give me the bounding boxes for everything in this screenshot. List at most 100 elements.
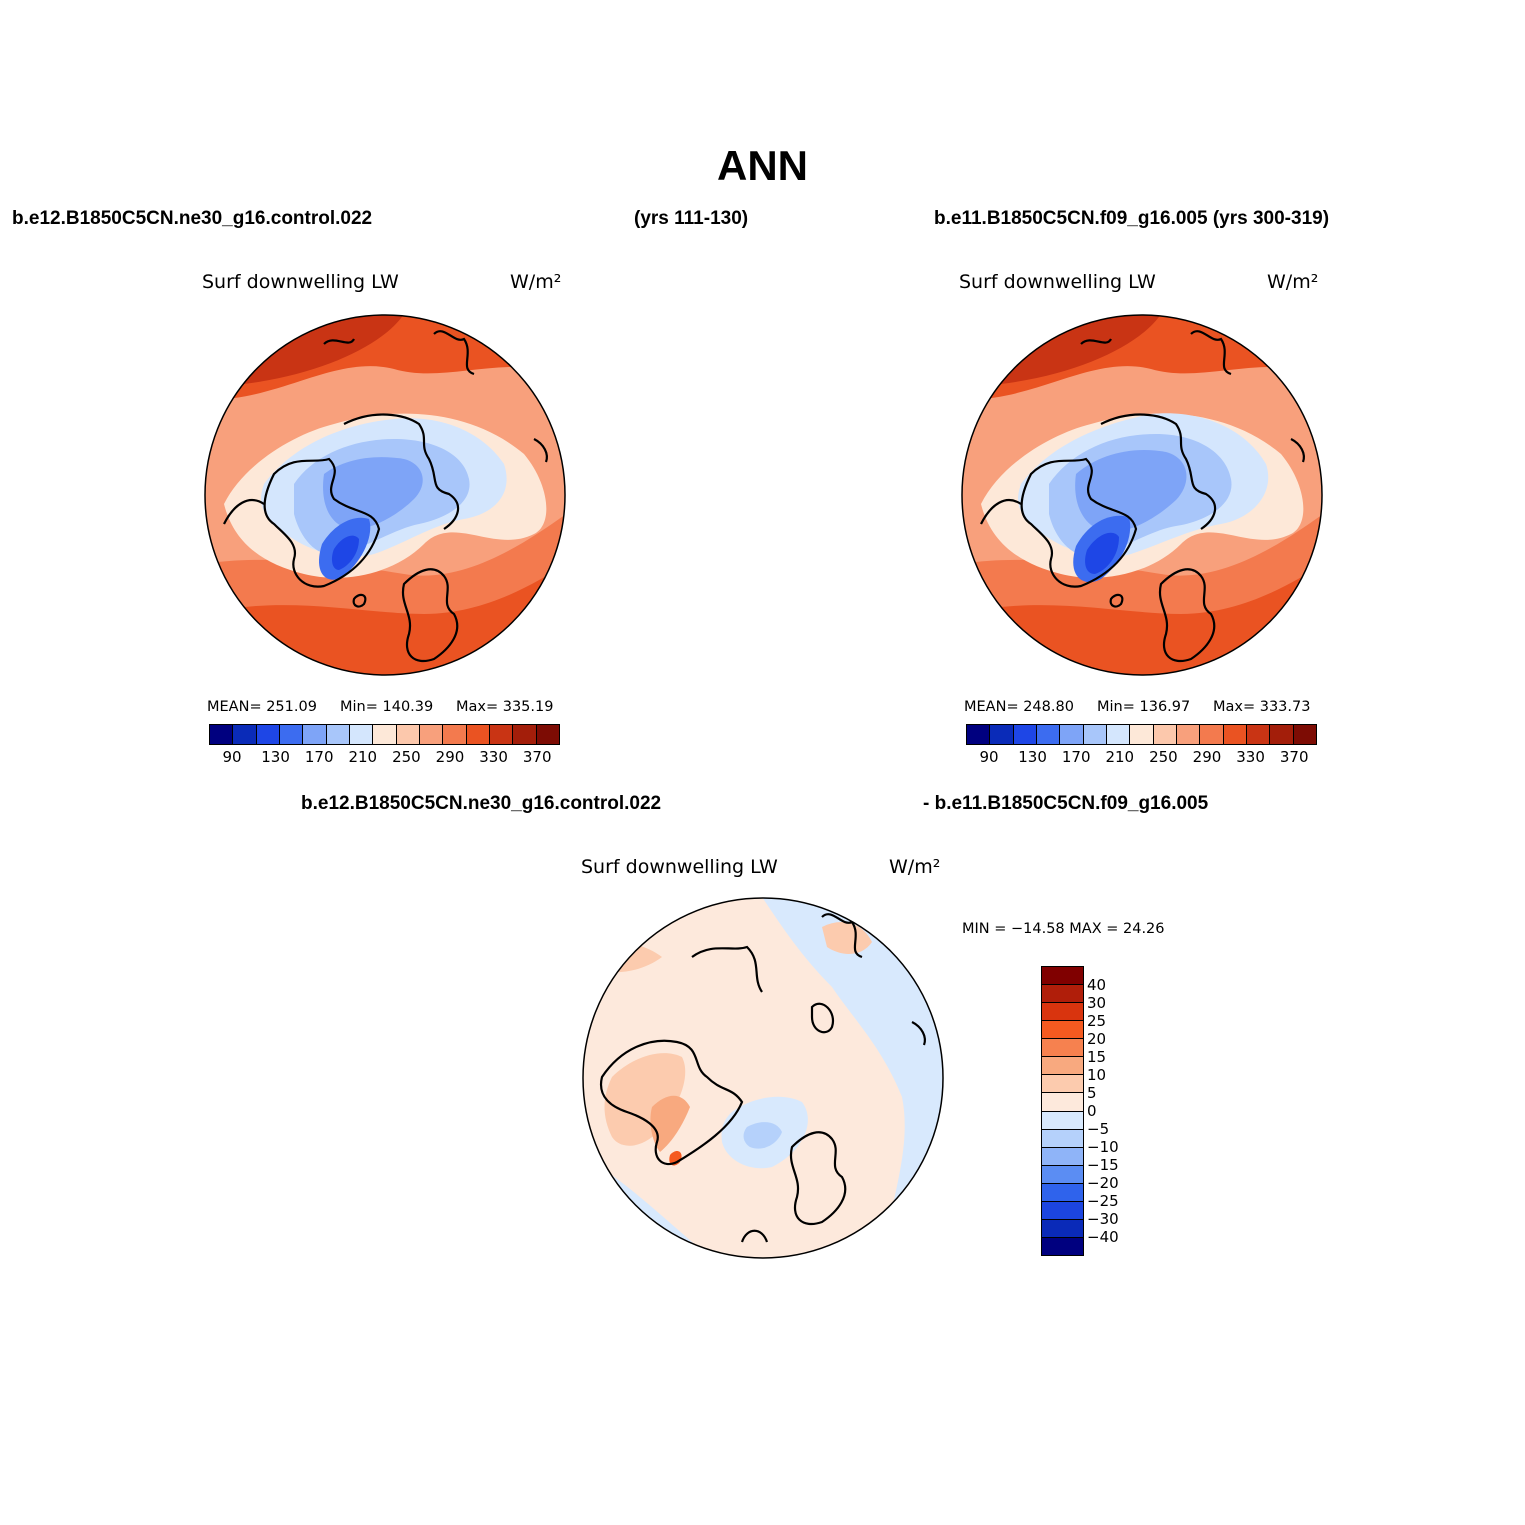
colorbar-tick-label: −40 bbox=[1087, 1228, 1119, 1246]
colorbar-swatch bbox=[1042, 1165, 1083, 1184]
colorbar-tick-label: 20 bbox=[1087, 1030, 1107, 1048]
panel1-colorbar bbox=[209, 724, 560, 745]
colorbar-swatch bbox=[967, 725, 991, 744]
colorbar-swatch bbox=[256, 725, 280, 744]
colorbar-swatch bbox=[1200, 725, 1224, 744]
panel1-colorbar-ticks: 90 130 170 210 250 290 330 370 bbox=[209, 748, 569, 768]
colorbar-tick-label: 290 bbox=[1192, 748, 1222, 766]
panel1-variable: Surf downwelling LW bbox=[202, 271, 399, 293]
colorbar-swatch bbox=[1106, 725, 1131, 744]
panel1-max: Max= 335.19 bbox=[456, 699, 554, 715]
colorbar-swatch bbox=[279, 725, 304, 744]
colorbar-tick-label: −20 bbox=[1087, 1174, 1119, 1192]
colorbar-tick-label: 40 bbox=[1087, 976, 1107, 994]
colorbar-swatch bbox=[1042, 1237, 1083, 1255]
colorbar-tick-label: 25 bbox=[1087, 1012, 1107, 1030]
colorbar-swatch bbox=[1270, 725, 1294, 744]
colorbar-swatch bbox=[1042, 1111, 1083, 1130]
colorbar-swatch bbox=[1042, 1075, 1083, 1094]
colorbar-tick-label: 210 bbox=[348, 748, 378, 766]
panel2-mean: MEAN= 248.80 bbox=[964, 699, 1074, 715]
colorbar-swatch bbox=[1042, 1219, 1083, 1238]
colorbar-swatch bbox=[419, 725, 444, 744]
colorbar-swatch bbox=[1130, 725, 1154, 744]
case1-years: (yrs 111-130) bbox=[634, 208, 749, 229]
colorbar-tick-label: 170 bbox=[1061, 748, 1091, 766]
colorbar-tick-label: 30 bbox=[1087, 994, 1107, 1012]
colorbar-tick-label: 370 bbox=[1279, 748, 1309, 766]
colorbar-swatch bbox=[1042, 1201, 1083, 1220]
colorbar-tick-label: 90 bbox=[979, 748, 999, 766]
panel1-map bbox=[204, 314, 566, 676]
colorbar-swatch bbox=[396, 725, 420, 744]
colorbar-swatch bbox=[1042, 1003, 1083, 1022]
panel2-colorbar-ticks: 90 130 170 210 250 290 330 370 bbox=[966, 748, 1326, 768]
colorbar-tick-label: 10 bbox=[1087, 1066, 1107, 1084]
colorbar-swatch bbox=[536, 725, 559, 744]
colorbar-tick-label: 370 bbox=[522, 748, 552, 766]
colorbar-swatch bbox=[1083, 725, 1107, 744]
colorbar-tick-label: −5 bbox=[1087, 1120, 1110, 1138]
colorbar-tick-label: −25 bbox=[1087, 1192, 1119, 1210]
colorbar-swatch bbox=[1060, 725, 1084, 744]
colorbar-tick-label: 170 bbox=[304, 748, 334, 766]
colorbar-swatch bbox=[1042, 1129, 1083, 1148]
colorbar-swatch bbox=[349, 725, 374, 744]
panel2-variable: Surf downwelling LW bbox=[959, 271, 1156, 293]
colorbar-tick-label: 250 bbox=[1149, 748, 1178, 766]
colorbar-swatch bbox=[489, 725, 514, 744]
diff-minmax: MIN = −14.58 MAX = 24.26 bbox=[962, 921, 1165, 937]
panel1-mean: MEAN= 251.09 bbox=[207, 699, 317, 715]
colorbar-swatch bbox=[990, 725, 1014, 744]
colorbar-swatch bbox=[466, 725, 490, 744]
colorbar-tick-label: 0 bbox=[1087, 1102, 1097, 1120]
colorbar-tick-label: 330 bbox=[479, 748, 508, 766]
colorbar-swatch bbox=[1042, 1183, 1083, 1202]
colorbar-swatch bbox=[1042, 1021, 1083, 1040]
panel2-map bbox=[961, 314, 1323, 676]
colorbar-tick-label: −15 bbox=[1087, 1156, 1119, 1174]
panel2-colorbar bbox=[966, 724, 1317, 745]
colorbar-swatch bbox=[1223, 725, 1247, 744]
diff-units: W/m² bbox=[889, 856, 941, 878]
colorbar-swatch bbox=[303, 725, 327, 744]
diff-variable: Surf downwelling LW bbox=[581, 856, 778, 878]
colorbar-swatch bbox=[1153, 725, 1177, 744]
main-title: ANN bbox=[717, 142, 808, 189]
colorbar-tick-label: 15 bbox=[1087, 1048, 1107, 1066]
colorbar-swatch bbox=[1042, 1093, 1083, 1112]
case2-label: b.e11.B1850C5CN.f09_g16.005 (yrs 300-319… bbox=[934, 208, 1330, 229]
colorbar-swatch bbox=[1042, 967, 1083, 986]
colorbar-swatch bbox=[1293, 725, 1316, 744]
diff-case1-label: b.e12.B1850C5CN.ne30_g16.control.022 bbox=[301, 793, 662, 814]
diff-map bbox=[582, 897, 944, 1259]
colorbar-tick-label: −10 bbox=[1087, 1138, 1119, 1156]
colorbar-tick-label: 130 bbox=[1018, 748, 1047, 766]
colorbar-swatch bbox=[443, 725, 467, 744]
colorbar-swatch bbox=[210, 725, 234, 744]
diff-colorbar bbox=[1041, 966, 1084, 1256]
panel1-units: W/m² bbox=[510, 271, 562, 293]
colorbar-tick-label: −30 bbox=[1087, 1210, 1119, 1228]
panel2-min: Min= 136.97 bbox=[1097, 699, 1191, 715]
colorbar-tick-label: 290 bbox=[435, 748, 465, 766]
colorbar-swatch bbox=[1042, 1147, 1083, 1166]
colorbar-swatch bbox=[513, 725, 537, 744]
colorbar-swatch bbox=[233, 725, 257, 744]
panel2-units: W/m² bbox=[1267, 271, 1319, 293]
colorbar-swatch bbox=[326, 725, 350, 744]
colorbar-tick-label: 330 bbox=[1236, 748, 1265, 766]
colorbar-swatch bbox=[1246, 725, 1271, 744]
colorbar-tick-label: 130 bbox=[261, 748, 290, 766]
colorbar-tick-label: 210 bbox=[1105, 748, 1135, 766]
panel1-min: Min= 140.39 bbox=[340, 699, 434, 715]
colorbar-swatch bbox=[1042, 985, 1083, 1004]
colorbar-swatch bbox=[1036, 725, 1061, 744]
diff-colorbar-ticks: 40 30 25 20 15 10 5 0 −5 −10 −15 −20 −25 −30 −40 bbox=[1087, 976, 1147, 1246]
colorbar-swatch bbox=[1042, 1039, 1083, 1058]
colorbar-tick-label: 250 bbox=[392, 748, 421, 766]
colorbar-swatch bbox=[1176, 725, 1201, 744]
colorbar-swatch bbox=[373, 725, 397, 744]
colorbar-swatch bbox=[1013, 725, 1037, 744]
diff-case2-label: - b.e11.B1850C5CN.f09_g16.005 bbox=[923, 793, 1209, 814]
